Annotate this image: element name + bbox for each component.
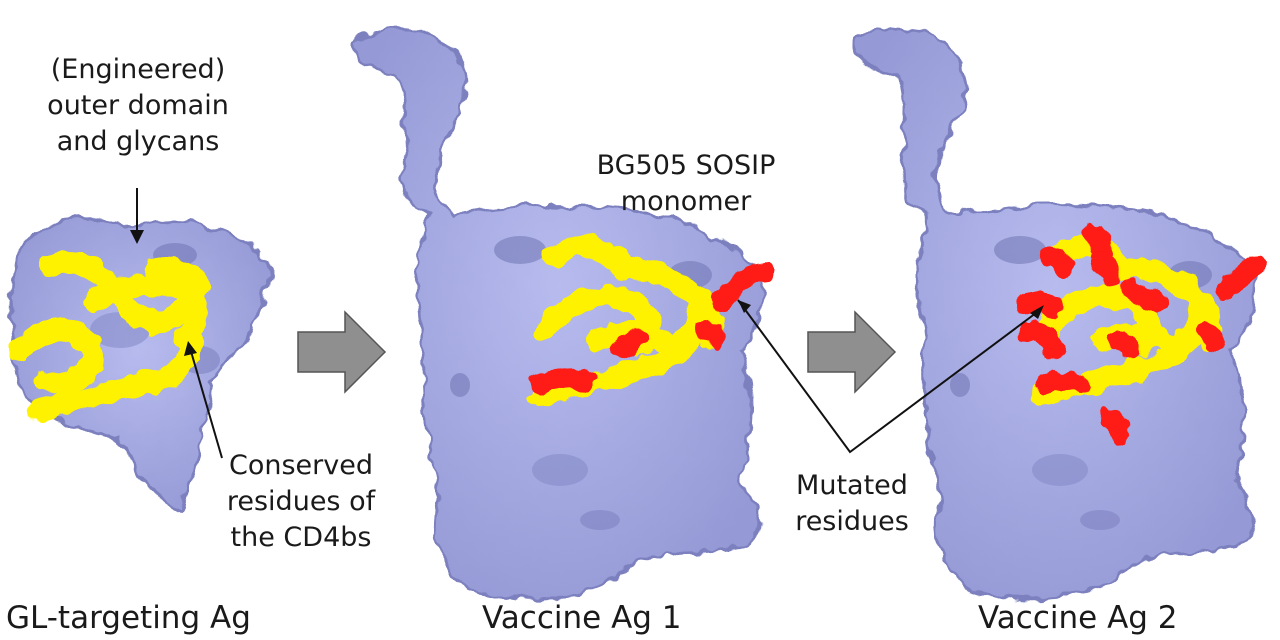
leader-outer-domain <box>130 188 144 244</box>
caption-panel-3: Vaccine Ag 2 <box>978 600 1178 636</box>
cavity-shadows <box>950 236 1212 530</box>
label-line: Conserved <box>229 450 373 481</box>
leader-conserved <box>184 341 223 459</box>
label-line: residues <box>795 506 909 537</box>
label-line: monomer <box>620 186 752 217</box>
label-mutated-residues: Mutated residues <box>776 468 928 540</box>
label-line: Mutated <box>796 470 908 501</box>
label-line: BG505 SOSIP <box>596 150 776 181</box>
cavity-shadows <box>450 236 712 530</box>
protein-panel-2 <box>353 26 775 601</box>
caption-panel-2: Vaccine Ag 1 <box>482 600 682 636</box>
protein-panel-1 <box>9 216 270 512</box>
label-line: and glycans <box>56 126 220 157</box>
label-outer-domain: (Engineered) outer domain and glycans <box>40 52 236 160</box>
mutated-residues <box>530 261 775 395</box>
label-line: (Engineered) <box>50 54 226 85</box>
label-conserved-residues: Conserved residues of the CD4bs <box>212 448 390 556</box>
label-line: residues of <box>226 486 376 517</box>
mutated-residues <box>1015 220 1266 446</box>
label-line: outer domain <box>47 90 229 121</box>
label-line: the CD4bs <box>230 522 372 553</box>
conserved-residues-ribbon <box>9 251 211 421</box>
leader-mutated <box>737 299 1044 454</box>
caption-panel-1: GL-targeting Ag <box>6 600 251 636</box>
label-bg505-monomer: BG505 SOSIP monomer <box>580 148 792 220</box>
right-arrow-icon <box>807 310 897 394</box>
right-arrow-icon <box>297 310 387 394</box>
protein-panel-3 <box>853 26 1266 601</box>
